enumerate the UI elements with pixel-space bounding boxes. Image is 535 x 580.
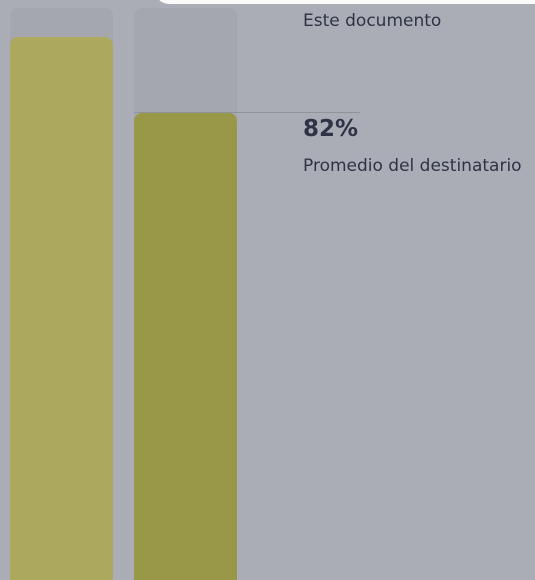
bar-track-this-document: [10, 8, 113, 580]
this-document-label: Este documento: [303, 11, 442, 31]
bar-track-recipient-average: [134, 8, 237, 580]
top-sheet-edge: [155, 0, 535, 4]
recipient-average-marker-line: [134, 112, 360, 113]
recipient-average-label: Promedio del destinatario: [303, 156, 522, 176]
bar-recipient-average: [134, 113, 237, 580]
recipient-average-value: 82%: [303, 116, 359, 142]
bar-this-document: [10, 37, 113, 580]
